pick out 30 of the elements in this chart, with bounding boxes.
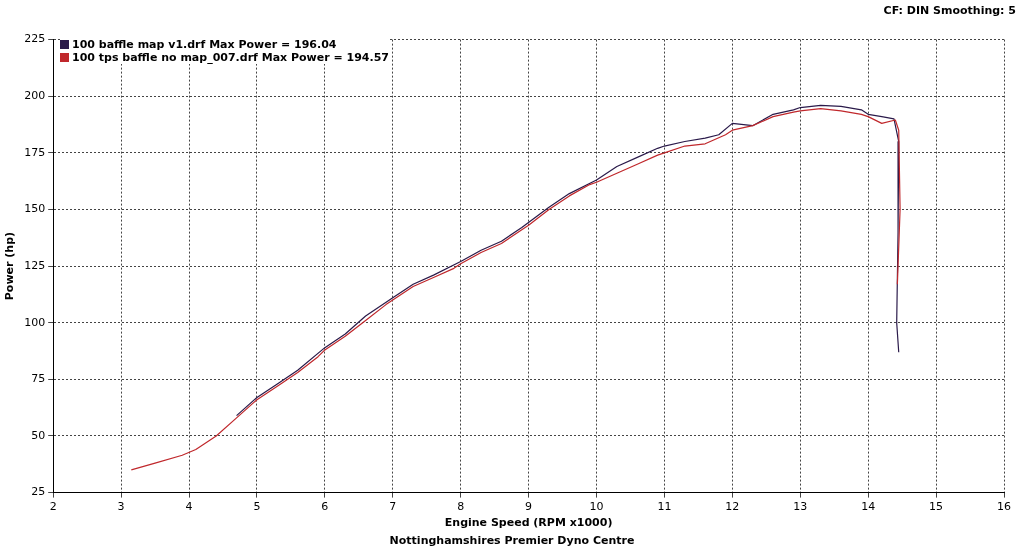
x-tick-label: 6 <box>321 500 329 514</box>
y-axis-title: Power (hp) <box>3 231 17 301</box>
text: Nottinghamshires Premier Dyno Centre <box>388 534 636 547</box>
y-tick-label: 125 <box>24 258 46 272</box>
x-tick-label: 15 <box>929 500 944 514</box>
x-tick-label: 3 <box>117 500 125 514</box>
y-tick-label: 225 <box>24 32 46 46</box>
x-tick-label: 4 <box>185 500 193 514</box>
text: CF: DIN Smoothing: 5 <box>883 4 1016 17</box>
y-tick-label: 50 <box>31 428 46 442</box>
y-tick-label: 25 <box>31 485 46 499</box>
x-tick-label: 10 <box>589 500 604 514</box>
x-axis-title: Engine Speed (RPM x1000) <box>444 516 613 530</box>
y-tick-label: 200 <box>24 89 46 103</box>
x-tick-label: 2 <box>49 500 57 514</box>
x-tick-label: 16 <box>997 500 1011 514</box>
x-tick-label: 9 <box>525 500 533 514</box>
legend-label: 100 baffle map v1.drf Max Power = 196.04 <box>72 38 337 51</box>
x-tick-label: 14 <box>861 500 876 514</box>
x-tick-label: 7 <box>389 500 397 514</box>
x-tick-label: 13 <box>793 500 808 514</box>
x-tick-label: 5 <box>253 500 261 514</box>
x-tick-label: 11 <box>657 500 672 514</box>
x-tick-label: 8 <box>457 500 465 514</box>
y-tick-label: 75 <box>31 372 46 386</box>
x-tick-label: 12 <box>725 500 740 514</box>
y-tick-label: 100 <box>24 315 46 329</box>
legend-label: 100 tps baffle no map_007.drf Max Power = 194.57 <box>72 51 389 64</box>
y-tick-label: 150 <box>24 202 46 216</box>
y-tick-label: 175 <box>24 145 46 159</box>
